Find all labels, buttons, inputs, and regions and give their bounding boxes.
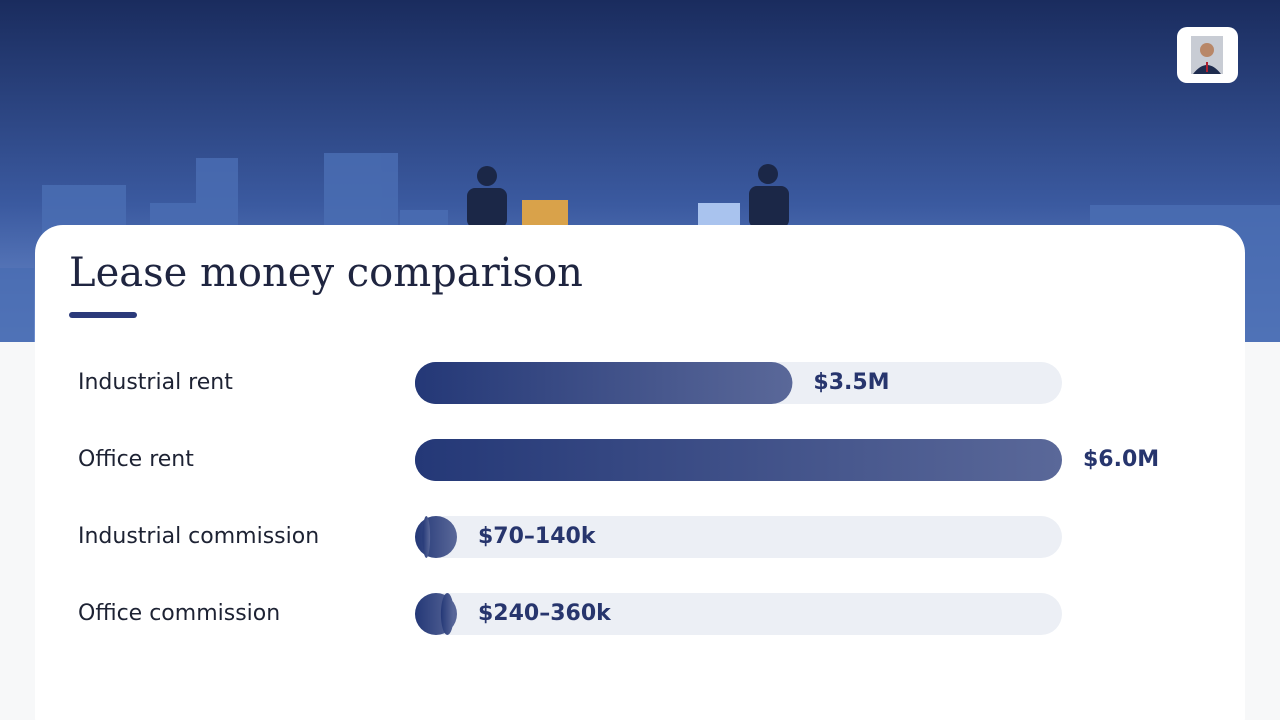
- bar-track: [415, 516, 1062, 558]
- category-label: Office commission: [78, 601, 280, 626]
- bar: [440, 593, 454, 635]
- value-label: $70–140k: [478, 524, 597, 549]
- category-label: Industrial rent: [78, 370, 233, 395]
- title-underline: [69, 312, 137, 318]
- category-label: Office rent: [78, 447, 194, 472]
- bar: [415, 362, 793, 404]
- bar-cap: [415, 516, 457, 558]
- value-label: $3.5M: [813, 370, 889, 395]
- bar: [422, 516, 431, 558]
- bar-track: [415, 593, 1062, 635]
- avatar[interactable]: [1177, 27, 1238, 83]
- value-label: $6.0M: [1083, 447, 1159, 472]
- chart-title: Lease money comparison: [69, 250, 583, 296]
- category-label: Industrial commission: [78, 524, 319, 549]
- bar: [415, 439, 1062, 481]
- value-label: $240–360k: [478, 601, 612, 626]
